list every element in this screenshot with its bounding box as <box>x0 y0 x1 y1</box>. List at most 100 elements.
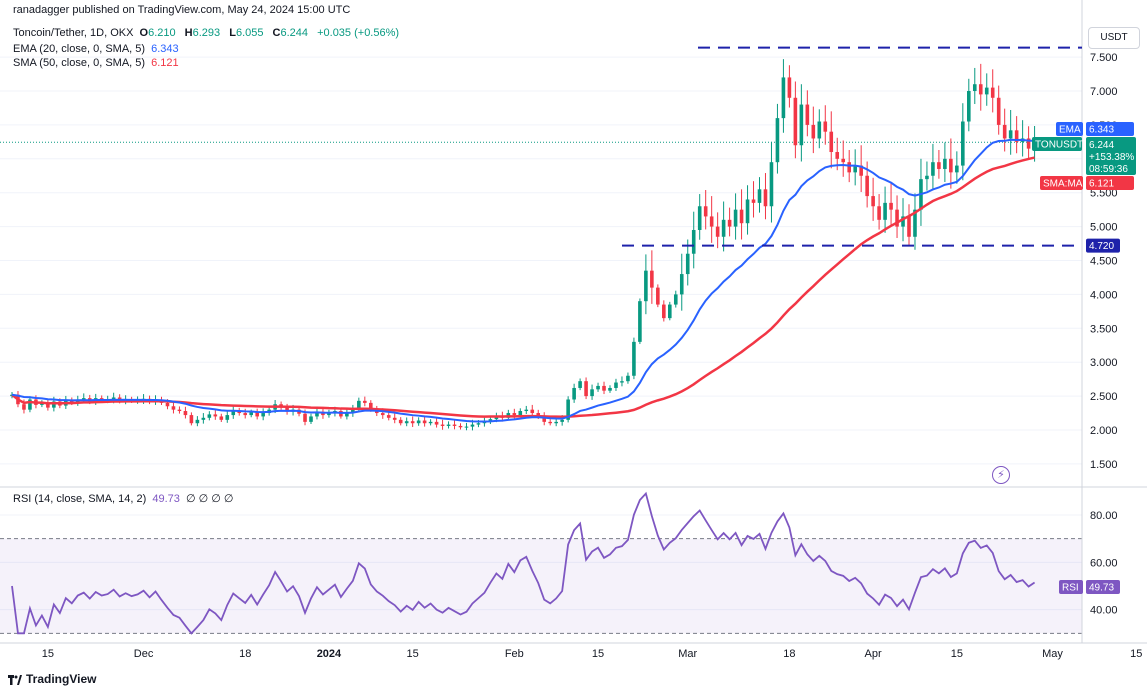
candle-body <box>548 421 552 424</box>
candle-body <box>967 91 971 122</box>
sma-badge-value-bg <box>1086 176 1134 190</box>
time-tick-label: 15 <box>592 648 604 660</box>
candle-body <box>231 411 236 416</box>
candle-body <box>972 84 977 91</box>
candle-body <box>243 413 248 416</box>
candle-body <box>632 341 636 376</box>
candle-body <box>859 165 863 176</box>
rsi-tick-label: 40.00 <box>1090 605 1118 617</box>
candle-body <box>213 414 218 417</box>
sma-legend-label: SMA (50, close, 0, SMA, 5) <box>13 57 146 69</box>
candle-body <box>566 399 570 420</box>
candle-body <box>907 216 911 237</box>
candle-body <box>285 407 289 412</box>
price-change-pct: +153.38% <box>1089 152 1134 163</box>
candle-body <box>823 121 828 132</box>
candle-body <box>81 398 86 400</box>
candle-body <box>811 124 816 139</box>
sma-tag-bg <box>1040 176 1083 190</box>
candle-body <box>357 400 361 410</box>
candle-body <box>739 209 744 224</box>
candle-body <box>829 131 834 153</box>
ticker-tag: TONUSDT <box>1035 140 1083 151</box>
rsi-legend-value: 49.73 <box>152 493 180 505</box>
candle-body <box>626 375 630 382</box>
bar-countdown: 08:59:36 <box>1089 164 1128 175</box>
candle-body <box>201 417 206 420</box>
candle-body <box>554 421 558 424</box>
candle-body <box>572 387 576 400</box>
candle-body <box>955 165 959 173</box>
candle-body <box>668 304 672 319</box>
time-tick-label: 15 <box>42 648 54 660</box>
candle-body <box>28 399 32 410</box>
candle-body <box>895 209 899 227</box>
sma-legend[interactable]: SMA (50, close, 0, SMA, 5) 6.121 <box>13 57 182 69</box>
candle-body <box>817 121 822 139</box>
candle-body <box>416 420 421 424</box>
candle-body <box>536 413 541 417</box>
candle-body <box>422 420 427 424</box>
candle-body <box>721 219 726 237</box>
candle-body <box>978 84 983 95</box>
candle-body <box>189 415 194 424</box>
price-grid <box>0 56 1082 465</box>
time-tick-label: 15 <box>1130 648 1142 660</box>
candle-body <box>590 389 594 397</box>
candle-body <box>602 385 606 391</box>
tradingview-logo: TradingView <box>8 672 96 686</box>
rsi-tag-bg <box>1059 580 1083 594</box>
candle-body <box>524 409 529 412</box>
ema-tag-bg <box>1056 122 1083 136</box>
lightning-icon[interactable]: ⚡ <box>992 466 1010 484</box>
support-level-badge-bg <box>1086 238 1120 253</box>
candle-body <box>931 162 935 176</box>
candle-body <box>662 304 666 319</box>
candle-body <box>183 411 188 416</box>
candle-body <box>512 413 517 416</box>
candle-body <box>949 158 953 173</box>
candle-body <box>464 426 469 428</box>
symbol-legend[interactable]: Toncoin/Tether, 1D, OKX O6.210 H6.293 L6… <box>13 27 402 39</box>
candle-body <box>596 385 600 390</box>
candle-body <box>925 175 929 180</box>
close-value: 6.244 <box>280 27 309 39</box>
ema-legend-value: 6.343 <box>151 43 179 55</box>
candle-body <box>398 419 403 424</box>
candle-body <box>1014 130 1019 142</box>
rsi-line <box>11 491 1036 635</box>
ticker-tag-bg <box>1032 137 1082 151</box>
rsi-badge-value: 49.73 <box>1089 583 1114 594</box>
candle-body <box>691 229 696 254</box>
candle-body <box>901 216 905 227</box>
candle-body <box>327 413 331 416</box>
time-tick-label: 2024 <box>317 648 342 660</box>
price-badge-bg <box>1086 137 1136 175</box>
rsi-tick-label: 60.00 <box>1090 557 1118 569</box>
high-value: 6.293 <box>192 27 221 39</box>
candle-body <box>673 294 678 305</box>
candle-body <box>685 253 690 275</box>
candle-body <box>195 419 200 424</box>
currency-selector[interactable]: USDT <box>1088 27 1140 49</box>
candle-body <box>937 162 941 169</box>
price-tick-label: 7.500 <box>1090 52 1118 64</box>
candle-body <box>614 382 618 388</box>
time-axis-labels[interactable]: 15Dec18202415Feb15Mar18Apr15May15Jun <box>42 648 1147 660</box>
price-axis-labels[interactable]: 7.5007.0006.5006.0005.5005.0004.5004.000… <box>1090 52 1118 471</box>
candle-body <box>1008 130 1013 139</box>
candle-body <box>237 411 242 414</box>
candle-body <box>697 206 702 230</box>
rsi-axis-labels[interactable]: 80.00 60.00 40.00 <box>1090 510 1118 617</box>
candle-body <box>470 424 475 427</box>
price-tick-label: 4.000 <box>1090 289 1118 301</box>
candle-body <box>996 97 1001 125</box>
candle-body <box>560 419 564 422</box>
candle-body <box>542 416 547 422</box>
open-value: 6.210 <box>148 27 176 39</box>
rsi-legend[interactable]: RSI (14, close, SMA, 14, 2) 49.73 ∅ ∅ ∅ … <box>13 492 236 505</box>
price-badges: EMA 6.343 TONUSDT 6.244+153.38%08:59:36 SMA:… <box>1032 122 1136 594</box>
symbol-title: Toncoin/Tether, 1D, OKX <box>13 27 134 39</box>
ema-legend[interactable]: EMA (20, close, 0, SMA, 5) 6.343 <box>13 43 182 55</box>
